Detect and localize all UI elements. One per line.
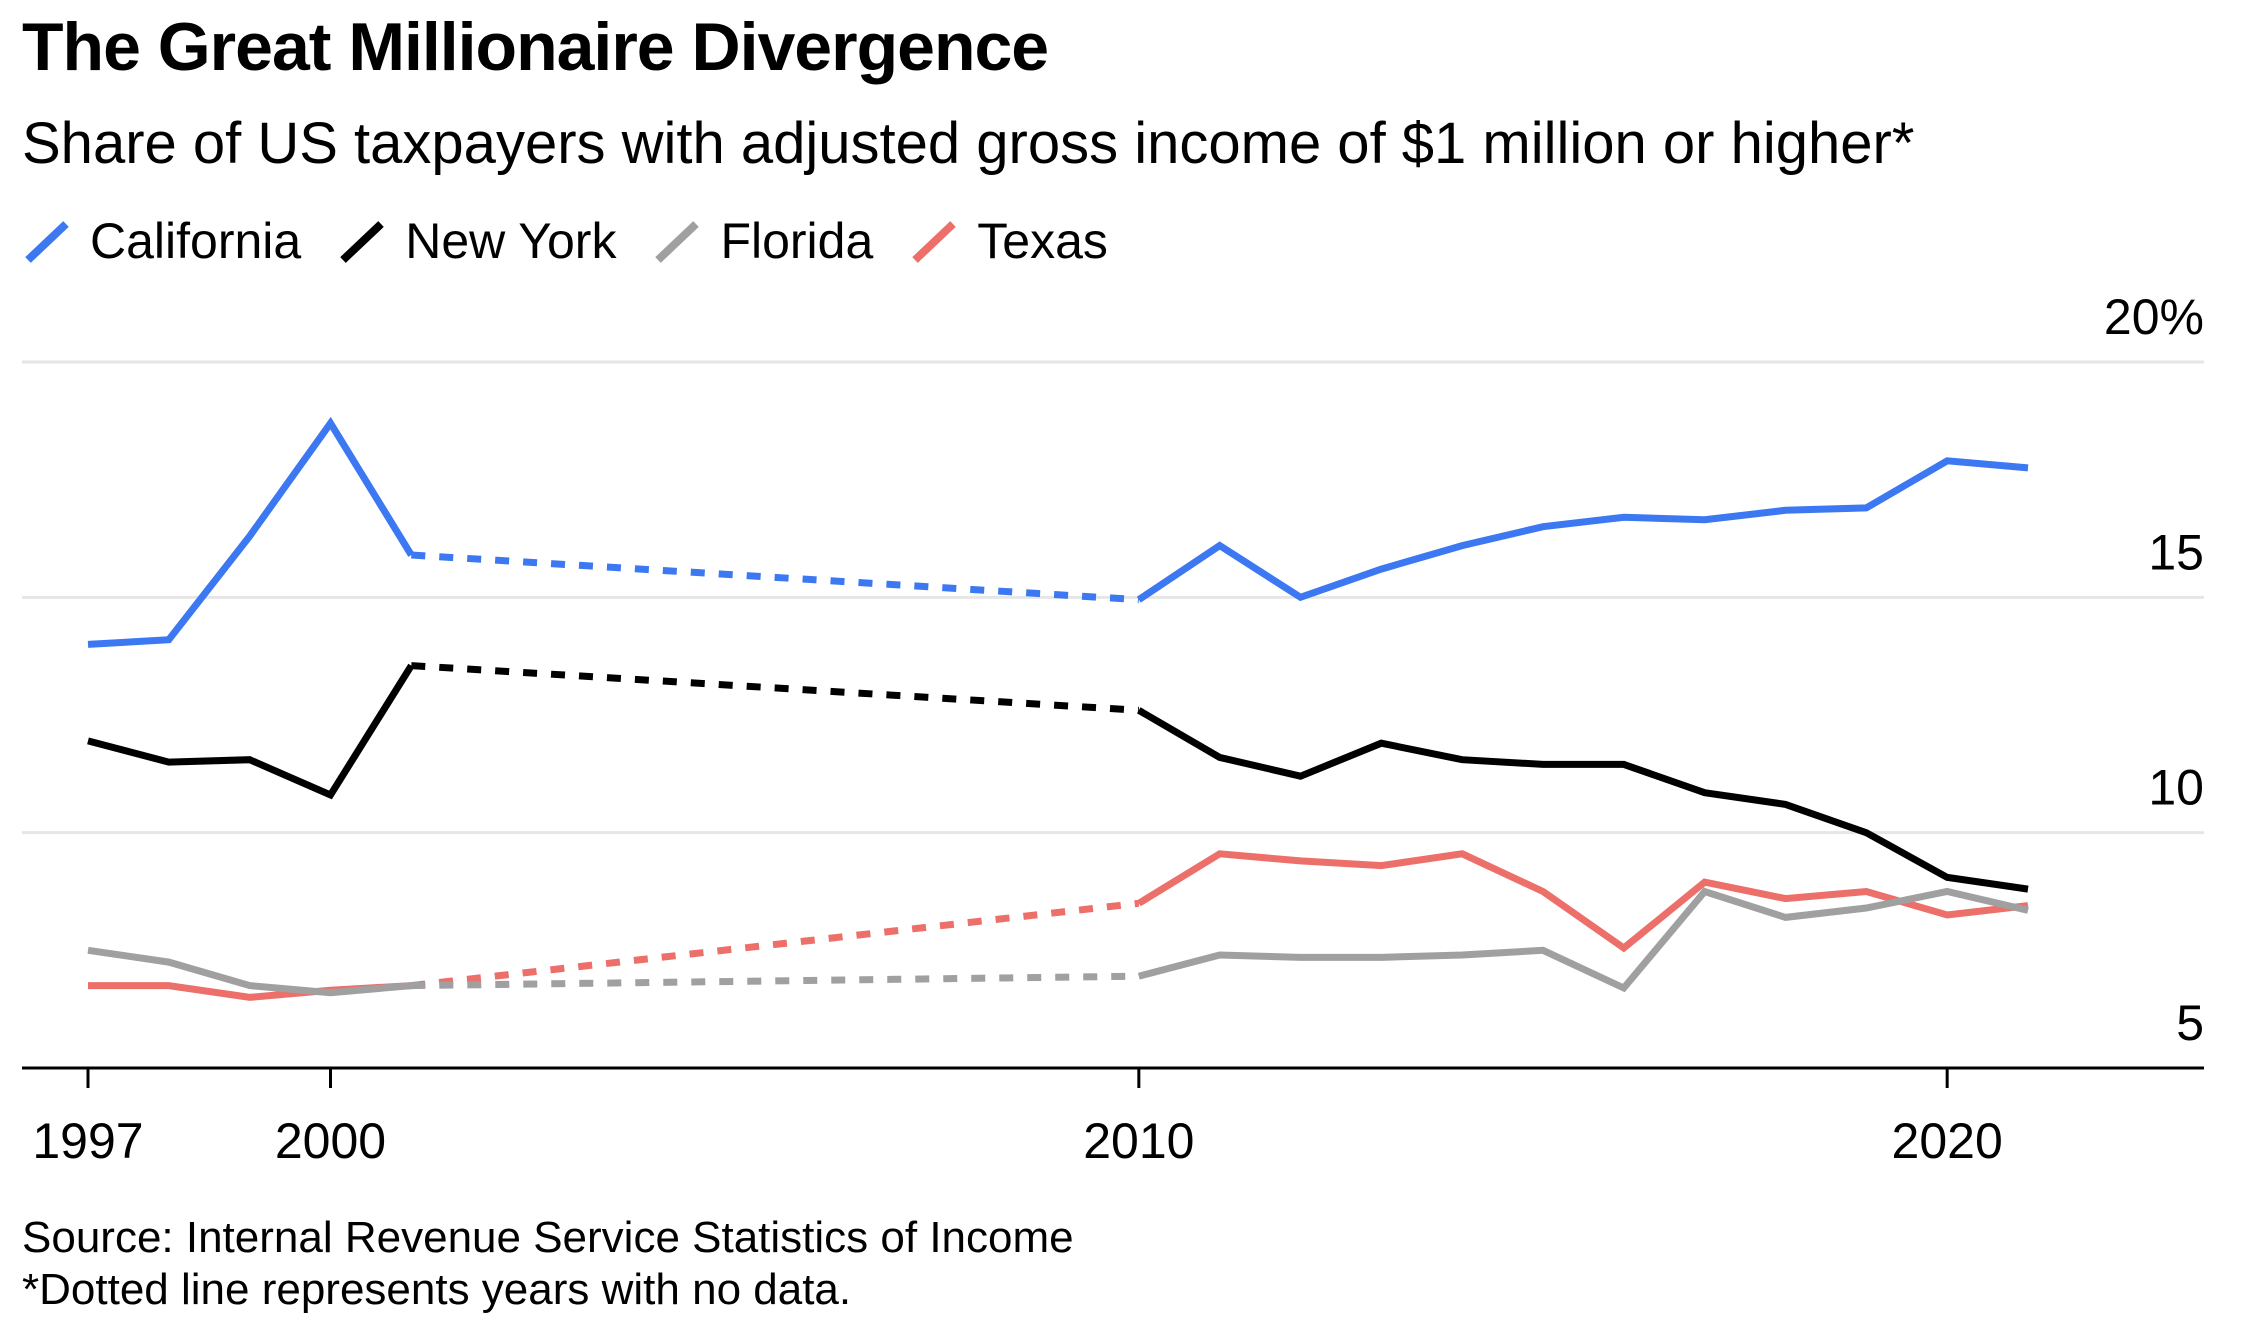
legend-label-california: California <box>90 213 302 269</box>
legend-swatch-new-york <box>340 221 384 263</box>
dotted-line-note: *Dotted line represents years with no da… <box>22 1265 852 1314</box>
series-line-texas-gap <box>410 899 1140 990</box>
legend-label-new-york: New York <box>405 213 617 269</box>
series-line-florida-late <box>1137 887 2029 993</box>
chart-title: The Great Millionaire Divergence <box>22 9 1049 85</box>
series-line-new-york-early <box>87 663 415 800</box>
series-line-california-gap <box>411 551 1140 604</box>
source-note: Source: Internal Revenue Service Statist… <box>22 1213 1074 1262</box>
legend-item-california: California <box>22 212 301 270</box>
x-tick-label-1997: 1997 <box>32 1113 143 1169</box>
legend-item-florida: Florida <box>652 212 873 270</box>
series-line-new-york-gap <box>411 662 1140 714</box>
y-tick-label-5: 5 <box>2176 995 2204 1051</box>
y-tick-label-10: 10 <box>2148 760 2204 816</box>
x-tick-label-2010: 2010 <box>1083 1113 1194 1169</box>
series-line-florida-early <box>87 946 412 997</box>
series-line-florida-gap <box>411 972 1139 990</box>
chart-subtitle: Share of US taxpayers with adjusted gros… <box>22 111 1915 176</box>
x-tick-label-2020: 2020 <box>1892 1113 2003 1169</box>
series-line-texas-late <box>1136 850 2029 953</box>
y-tick-label-15: 15 <box>2148 524 2204 580</box>
legend-label-texas: Texas <box>977 213 1108 269</box>
series-line-california-early <box>87 416 415 648</box>
legend-label-florida: Florida <box>720 213 874 269</box>
legend: California New York Florida Texas <box>22 206 1144 276</box>
legend-item-new-york: New York <box>337 212 616 270</box>
series-line-new-york-late <box>1137 707 2029 893</box>
chart-footer: Source: Internal Revenue Service Statist… <box>22 1212 1074 1316</box>
legend-swatch-texas <box>912 221 957 263</box>
x-tick-label-2000: 2000 <box>275 1113 386 1169</box>
y-tick-label-20: 20% <box>2104 289 2204 345</box>
legend-swatch-california <box>25 221 69 263</box>
legend-swatch-florida <box>655 221 700 263</box>
series-line-california-late <box>1136 457 2029 603</box>
legend-item-texas: Texas <box>909 212 1108 270</box>
